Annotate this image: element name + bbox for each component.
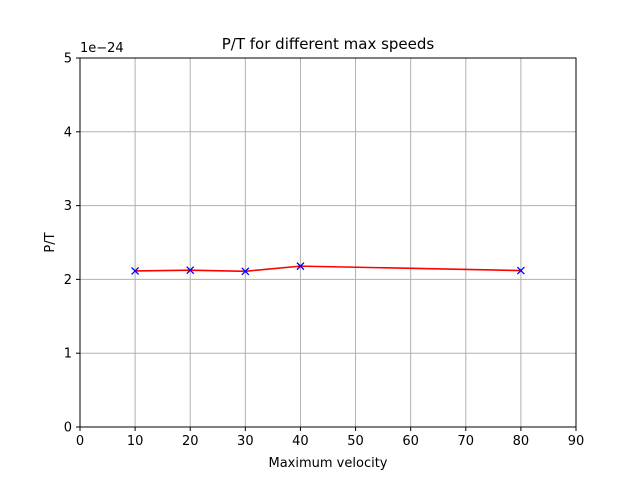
ticks: 0 10 20 30 40 50 60 70 80 90 0 1 2 3 4 5 xyxy=(64,52,585,450)
plot-area-frame xyxy=(79,57,577,428)
x-tick-label: 10 xyxy=(127,434,144,449)
data-point-marker xyxy=(186,266,195,275)
y-tick-label: 0 xyxy=(64,421,72,436)
data-point-marker xyxy=(516,266,525,275)
data-point-marker xyxy=(296,262,305,271)
x-tick-label: 80 xyxy=(513,434,530,449)
y-tick-label: 1 xyxy=(64,347,72,362)
chart-title: P/T for different max speeds xyxy=(222,35,435,53)
y-axis-offset-label: 1e−24 xyxy=(80,41,124,56)
x-axis-title: Maximum velocity xyxy=(269,456,388,471)
x-tick-label: 50 xyxy=(347,434,364,449)
y-tick-label: 5 xyxy=(64,52,72,67)
x-tick-label: 70 xyxy=(458,434,475,449)
y-tick-label: 2 xyxy=(64,273,72,288)
y-axis-title: P/T xyxy=(43,232,58,252)
y-tick-label: 3 xyxy=(64,199,72,214)
data-point-marker xyxy=(131,266,140,275)
x-tick-label: 20 xyxy=(182,434,199,449)
y-tick-label: 4 xyxy=(64,125,72,140)
x-tick-label: 40 xyxy=(292,434,309,449)
x-tick-label: 0 xyxy=(76,434,84,449)
x-tick-label: 60 xyxy=(402,434,419,449)
x-tick-label: 90 xyxy=(568,434,585,449)
x-tick-label: 30 xyxy=(237,434,254,449)
series-layer xyxy=(131,262,525,276)
data-point-marker xyxy=(241,267,250,276)
